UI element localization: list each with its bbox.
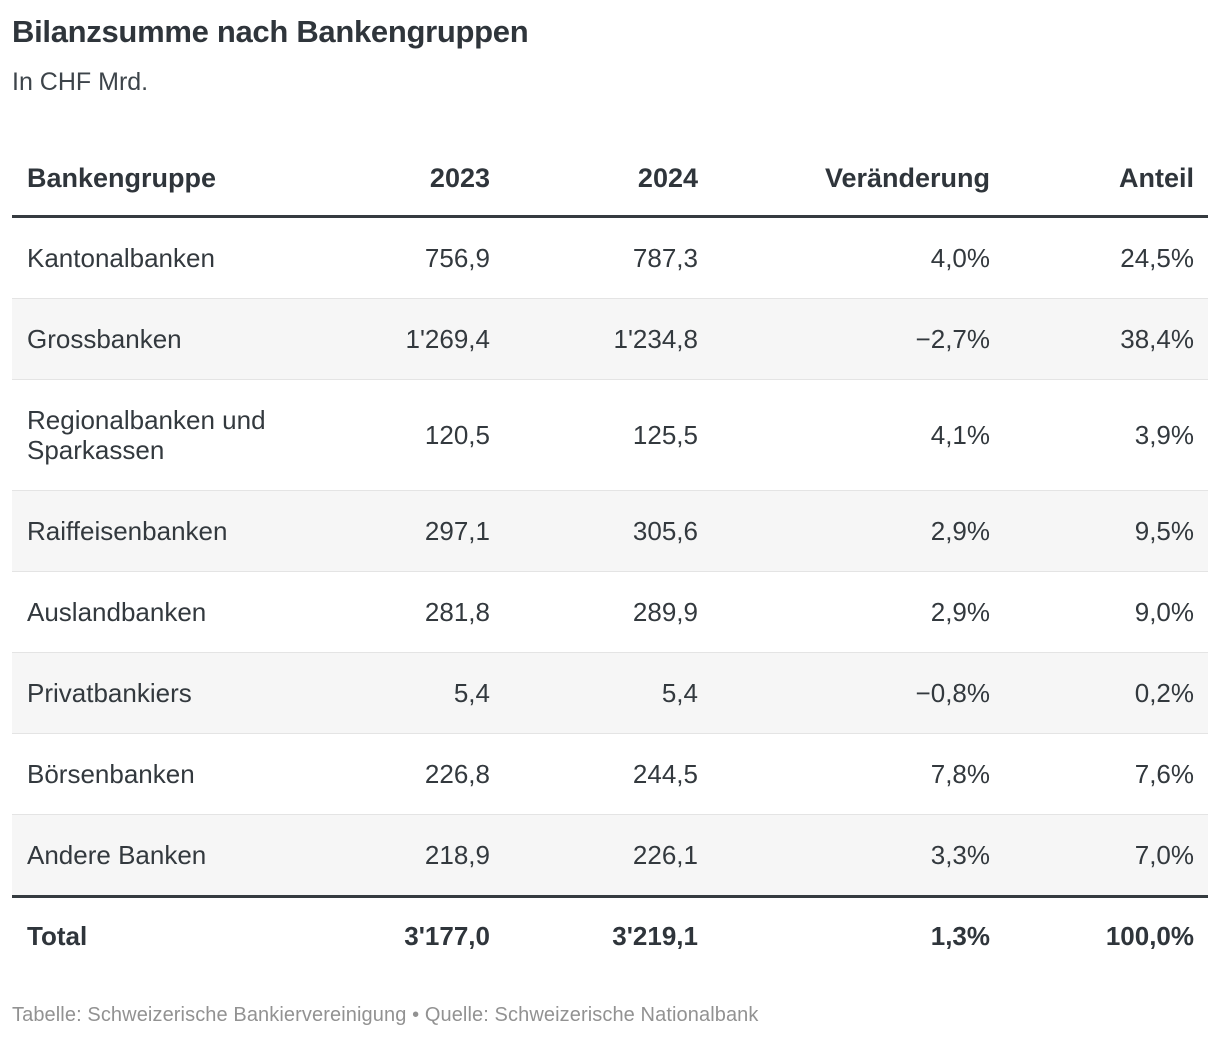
- table-body: Kantonalbanken 756,9 787,3 4,0% 24,5% Grossba…: [12, 217, 1208, 897]
- bank-group-cell: Andere Banken: [27, 840, 207, 870]
- change-cell: 4,1%: [930, 420, 990, 450]
- change-cell: 4,0%: [930, 243, 990, 273]
- bank-group-cell: Kantonalbanken: [27, 243, 215, 273]
- value-2024-cell: 226,1: [632, 840, 698, 870]
- share-cell: 3,9%: [1134, 420, 1194, 450]
- column-header-2024: 2024: [504, 143, 712, 218]
- bank-groups-table: Bankengruppe 2023 2024 Veränderung Antei…: [12, 143, 1208, 974]
- table-row: Regionalbanken und Sparkassen 120,5 125,5 4…: [12, 379, 1208, 491]
- column-header-veraenderung: Veränderung: [712, 143, 1004, 218]
- value-2024-cell: 787,3: [632, 243, 698, 273]
- table-row: Raiffeisenbanken 297,1 305,6 2,9% 9,5%: [12, 490, 1208, 572]
- table-row: Kantonalbanken 756,9 787,3 4,0% 24,5%: [12, 217, 1208, 299]
- value-2023-cell: 1'269,4: [405, 324, 491, 354]
- share-cell: 9,5%: [1134, 516, 1194, 546]
- change-cell: −2,7%: [915, 324, 990, 354]
- value-2023-cell: 5,4: [453, 678, 490, 708]
- value-2024-cell: 5,4: [661, 678, 698, 708]
- value-2024-cell: 125,5: [632, 420, 698, 450]
- value-2023-cell: 218,9: [424, 840, 490, 870]
- value-2023-cell: 226,8: [424, 759, 490, 789]
- share-cell: 24,5%: [1120, 243, 1194, 273]
- chart-header: Bilanzsumme nach Bankengruppen In CHF Mr…: [12, 14, 1208, 97]
- share-cell: 38,4%: [1120, 324, 1194, 354]
- share-cell: 7,6%: [1134, 759, 1194, 789]
- change-cell: 3,3%: [930, 840, 990, 870]
- bank-group-cell: Raiffeisenbanken: [27, 516, 228, 546]
- page-title: Bilanzsumme nach Bankengruppen: [12, 14, 529, 49]
- total-row: Total 3'177,0 3'219,1 1,3% 100,0%: [12, 895, 1208, 974]
- total-2024-cell: 3'219,1: [504, 895, 712, 974]
- column-header-2023: 2023: [312, 143, 504, 218]
- bank-group-cell: Auslandbanken: [27, 597, 207, 627]
- table-row: Andere Banken 218,9 226,1 3,3% 7,0%: [12, 814, 1208, 897]
- change-cell: 2,9%: [930, 597, 990, 627]
- table-row: Börsenbanken 226,8 244,5 7,8% 7,6%: [12, 733, 1208, 815]
- bank-group-cell: Grossbanken: [27, 324, 182, 354]
- change-cell: −0,8%: [915, 678, 990, 708]
- value-2023-cell: 756,9: [424, 243, 490, 273]
- value-2024-cell: 244,5: [632, 759, 698, 789]
- bank-group-cell: Privatbankiers: [27, 678, 192, 708]
- page-subtitle: In CHF Mrd.: [12, 68, 149, 96]
- change-cell: 2,9%: [930, 516, 990, 546]
- column-header-anteil: Anteil: [1004, 143, 1208, 218]
- total-label-cell: Total: [12, 895, 312, 974]
- value-2023-cell: 120,5: [424, 420, 490, 450]
- value-2023-cell: 297,1: [424, 516, 490, 546]
- value-2024-cell: 289,9: [632, 597, 698, 627]
- change-cell: 7,8%: [930, 759, 990, 789]
- bank-group-cell: Regionalbanken und Sparkassen: [27, 405, 266, 465]
- value-2024-cell: 1'234,8: [613, 324, 699, 354]
- total-share-cell: 100,0%: [1004, 895, 1208, 974]
- share-cell: 7,0%: [1134, 840, 1194, 870]
- table-row: Auslandbanken 281,8 289,9 2,9% 9,0%: [12, 571, 1208, 653]
- column-header-bankengruppe: Bankengruppe: [12, 143, 312, 218]
- table-row: Grossbanken 1'269,4 1'234,8 −2,7% 38,4%: [12, 298, 1208, 380]
- bank-group-cell: Börsenbanken: [27, 759, 195, 789]
- share-cell: 0,2%: [1134, 678, 1194, 708]
- total-change-cell: 1,3%: [712, 895, 1004, 974]
- total-2023-cell: 3'177,0: [312, 895, 504, 974]
- value-2024-cell: 305,6: [632, 516, 698, 546]
- table-header-row: Bankengruppe 2023 2024 Veränderung Antei…: [12, 143, 1208, 218]
- attribution: Tabelle: Schweizerische Bankiervereinigu…: [12, 1003, 759, 1028]
- table-row: Privatbankiers 5,4 5,4 −0,8% 0,2%: [12, 652, 1208, 734]
- value-2023-cell: 281,8: [424, 597, 490, 627]
- attribution-text: Tabelle: Schweizerische Bankiervereinigu…: [12, 1004, 759, 1026]
- share-cell: 9,0%: [1134, 597, 1194, 627]
